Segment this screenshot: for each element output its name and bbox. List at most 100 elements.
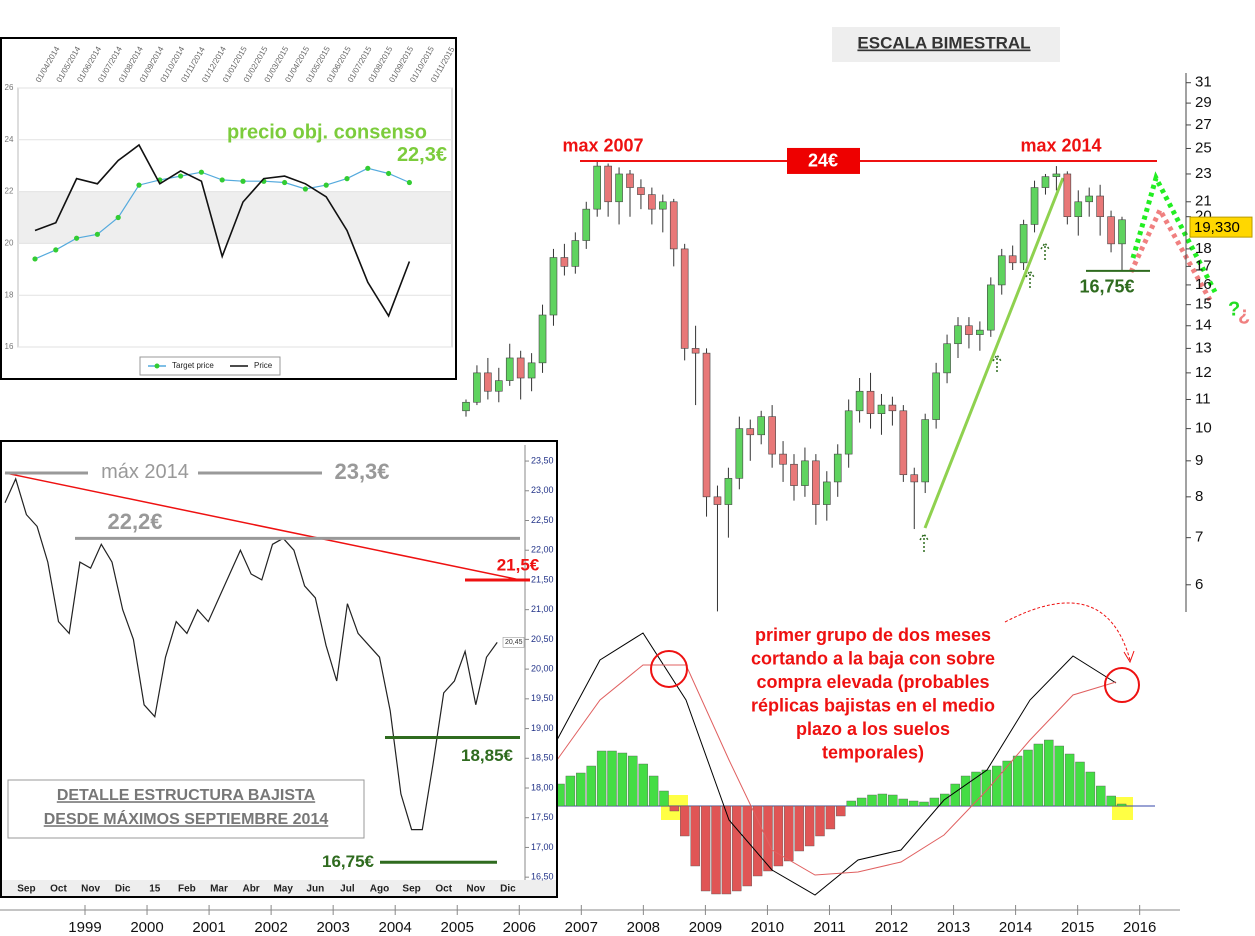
signal-circle xyxy=(650,650,688,688)
y-tick-label: 17,50 xyxy=(531,812,554,822)
candle-body xyxy=(899,410,908,476)
arrow-head xyxy=(1123,650,1135,664)
candle-body xyxy=(746,428,755,436)
candle-body xyxy=(626,173,634,188)
candle-body xyxy=(997,255,1006,286)
last-price-box xyxy=(502,637,525,648)
histogram-bar xyxy=(669,805,680,812)
y-tick-label: 22 xyxy=(5,187,14,196)
x-tick-label: 2016 xyxy=(1123,919,1156,936)
x-tick-label: Mar xyxy=(210,884,228,895)
candle-body xyxy=(560,257,569,267)
x-tick-label: Sep xyxy=(17,884,35,895)
candle-body xyxy=(615,173,623,203)
highlight xyxy=(1112,797,1133,820)
level-label: 16,75€ xyxy=(322,852,375,871)
histogram-bar xyxy=(742,805,752,887)
histogram-bar xyxy=(971,771,981,807)
target-label: 22,3€ xyxy=(397,144,447,166)
histogram-bar xyxy=(1106,795,1116,807)
histogram-bar xyxy=(929,797,940,807)
candle-body xyxy=(921,419,930,483)
candle-body xyxy=(986,284,995,331)
signal-circle xyxy=(1104,667,1140,703)
macd-layer xyxy=(555,632,1155,896)
annotation-line: réplicas bajistas en el medio xyxy=(751,695,995,715)
last-price-box xyxy=(1189,216,1253,238)
grid-band xyxy=(19,295,451,347)
projection-down xyxy=(1128,204,1213,302)
candle-body xyxy=(658,201,667,210)
x-tick-label: 2009 xyxy=(689,919,722,936)
series-marker xyxy=(344,176,350,182)
candle-body xyxy=(932,372,940,420)
histogram-bar xyxy=(919,801,929,807)
detail-title: DESDE MÁXIMOS SEPTIEMBRE 2014 xyxy=(44,809,329,828)
y-tick-label: 24 xyxy=(5,135,14,144)
annotation-line: cortando a la baja con sobre xyxy=(751,648,995,668)
x-tick-label: Abr xyxy=(242,884,259,895)
x-tick-label: 2015 xyxy=(1061,919,1094,936)
series-marker xyxy=(178,173,184,179)
histogram-bar xyxy=(1085,771,1096,807)
candle-body xyxy=(538,314,547,364)
y-tick-label: 12 xyxy=(1195,364,1212,381)
x-tick-label: Sep xyxy=(402,884,420,895)
indicator-line xyxy=(556,664,1117,876)
y-tick-label: 21 xyxy=(1195,193,1212,210)
y-tick-label: 14 xyxy=(1195,317,1212,334)
histogram-bar xyxy=(846,800,856,807)
last-price-label: 19,330 xyxy=(1194,219,1240,236)
x-tick-label: 2007 xyxy=(565,919,598,936)
candle-body xyxy=(1041,176,1050,188)
candle-body xyxy=(855,390,864,412)
y-tick-label: 17,00 xyxy=(531,842,554,852)
grid-band xyxy=(19,88,451,140)
x-tick-label: 2008 xyxy=(627,919,660,936)
candle-body xyxy=(1107,216,1115,245)
candle-body xyxy=(954,325,962,345)
x-tick-label: May xyxy=(273,884,293,895)
x-tick-label: Oct xyxy=(435,884,452,895)
candle-body xyxy=(757,416,766,436)
histogram-bar xyxy=(565,775,576,807)
y-tick-label: 18,00 xyxy=(531,782,554,792)
histogram-bar xyxy=(1044,739,1054,807)
candle-body xyxy=(505,357,514,381)
candle-body xyxy=(494,380,503,392)
candle-body xyxy=(822,481,831,505)
candle-body xyxy=(735,428,744,479)
candle-body xyxy=(604,165,612,203)
histogram-bar xyxy=(867,794,877,807)
legend-label: Price xyxy=(254,361,273,370)
x-tick-label: 2013 xyxy=(937,919,970,936)
legend-box xyxy=(139,356,281,376)
y-tick-label: 20,50 xyxy=(531,634,554,644)
resistance-label: 24€ xyxy=(808,151,838,171)
candle-body xyxy=(790,463,798,486)
histogram-bar xyxy=(804,805,815,847)
candle-body xyxy=(462,401,470,412)
legend-marker xyxy=(154,363,160,369)
y-tick-label: 11 xyxy=(1195,390,1211,407)
x-tick-label: Feb xyxy=(178,884,196,895)
projection-mark: ¿ xyxy=(1238,303,1250,325)
x-tick-label: 2006 xyxy=(503,919,536,936)
annotation-line: primer grupo de dos meses xyxy=(755,625,991,645)
candle-body xyxy=(844,410,853,455)
x-tick-label: 15 xyxy=(149,884,161,895)
price-line xyxy=(4,477,498,831)
histogram-bar xyxy=(763,805,773,872)
y-tick-label: 25 xyxy=(1195,139,1212,156)
y-tick-label: 9 xyxy=(1195,452,1203,469)
candle-body xyxy=(910,474,919,483)
series-line xyxy=(34,143,411,318)
y-tick-label: 8 xyxy=(1195,488,1203,505)
histogram-bar xyxy=(825,805,836,830)
histogram-bar xyxy=(898,798,908,807)
candle-body xyxy=(812,460,820,505)
candle-body xyxy=(1074,201,1083,217)
y-tick-label: 22,00 xyxy=(531,545,554,555)
candle-body xyxy=(1008,255,1017,264)
